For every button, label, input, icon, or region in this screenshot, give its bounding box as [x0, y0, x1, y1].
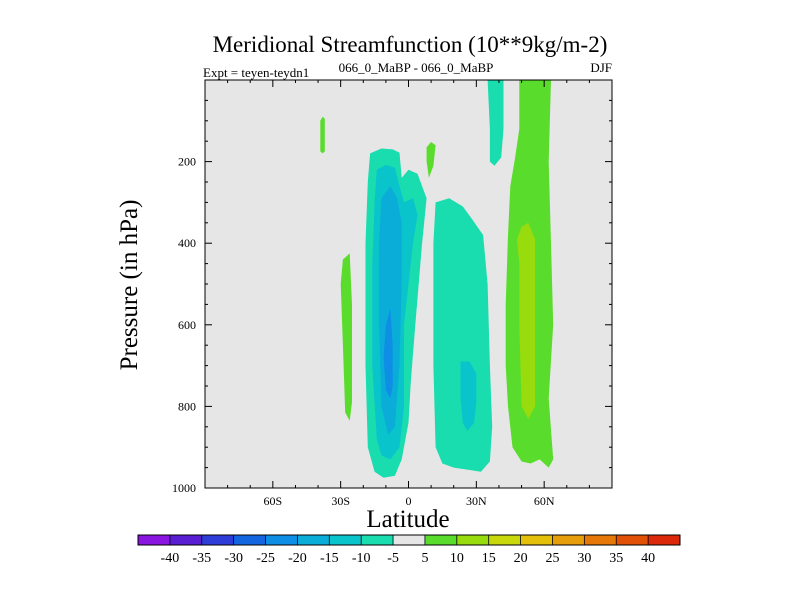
colorbar-swatch — [361, 535, 394, 545]
contour-region-tropical-upper-green-blob — [426, 142, 436, 178]
colorbar-swatch — [648, 535, 681, 545]
colorbar-swatch — [329, 535, 362, 545]
colorbar-swatch — [393, 535, 426, 545]
y-tick-label: 200 — [178, 155, 196, 169]
contour-region-nh-midlevel-teal-cell — [433, 198, 493, 472]
y-tick-label: 800 — [178, 399, 196, 413]
colorbar-label: -5 — [387, 551, 399, 566]
contour-region-sh-tropical-deep-core — [383, 308, 393, 399]
colorbar-label: 25 — [545, 551, 559, 566]
colorbar-swatch — [552, 535, 585, 545]
x-tick-label: 30S — [331, 494, 350, 508]
contour-region-sh-midlevel-green-band — [340, 253, 352, 421]
colorbar-label: -10 — [352, 551, 371, 566]
x-tick-label: 30N — [466, 494, 487, 508]
x-axis-label: Latitude — [366, 506, 449, 533]
colorbar-swatch — [424, 535, 458, 545]
colorbar-label: -40 — [161, 551, 180, 566]
colorbar-label: -20 — [288, 551, 307, 566]
contour-region-nh-lower-teal-core — [460, 361, 477, 431]
center-label: 066_0_MaBP - 066_0_MaBP — [339, 60, 494, 75]
y-tick-label: 400 — [178, 236, 196, 250]
colorbar-label: 10 — [450, 551, 464, 566]
colorbar-swatch — [520, 535, 553, 545]
colorbar-label: 20 — [514, 551, 528, 566]
colorbar-label: -25 — [256, 551, 275, 566]
y-tick-label: 1000 — [172, 481, 196, 495]
colorbar-swatch — [201, 535, 234, 545]
colorbar-swatch — [265, 535, 298, 545]
right-label: DJF — [590, 60, 612, 75]
colorbar-swatch — [456, 535, 489, 545]
colorbar-swatch — [169, 535, 203, 545]
colorbar-swatch — [138, 535, 171, 545]
colorbar-swatch — [488, 535, 521, 545]
axis-ticks: 60S 30S 0 30N 60N 200 400 600 800 1000 — [172, 80, 612, 508]
colorbar-label: 15 — [482, 551, 496, 566]
x-tick-label: 60S — [263, 494, 282, 508]
contour-region-nh-upper-teal-strip — [487, 80, 504, 166]
colorbar-label: -35 — [192, 551, 211, 566]
colorbar-frame — [137, 534, 681, 546]
y-axis-label: Pressure (in hPa) — [116, 200, 143, 371]
colorbar-label: 35 — [609, 551, 623, 566]
x-tick-label: 0 — [406, 494, 412, 508]
x-tick-label: 60N — [534, 494, 555, 508]
chart-title: Meridional Streamfunction (10**9kg/m-2) — [213, 32, 608, 57]
contour-region-nh-descending-core — [517, 222, 536, 419]
colorbar-swatch — [616, 535, 649, 545]
y-tick-label: 600 — [178, 318, 196, 332]
left-label: Expt = teyen-teydn1 — [203, 65, 309, 80]
colorbar-label: 5 — [421, 551, 428, 566]
colorbar-label: 30 — [577, 551, 591, 566]
colorbar-swatch — [297, 535, 330, 545]
contour-region-sh-upper-green-blob — [320, 116, 325, 154]
colorbar: -40 -35 -30 -25 -20 -15 -10 -5 5 10 15 20 25 30 35 40 — [137, 534, 681, 566]
colorbar-label: -30 — [224, 551, 243, 566]
contour-regions — [320, 80, 554, 478]
colorbar-label: -15 — [320, 551, 339, 566]
colorbar-swatch — [584, 535, 617, 545]
colorbar-label: 40 — [641, 551, 655, 566]
colorbar-swatch — [233, 535, 266, 545]
